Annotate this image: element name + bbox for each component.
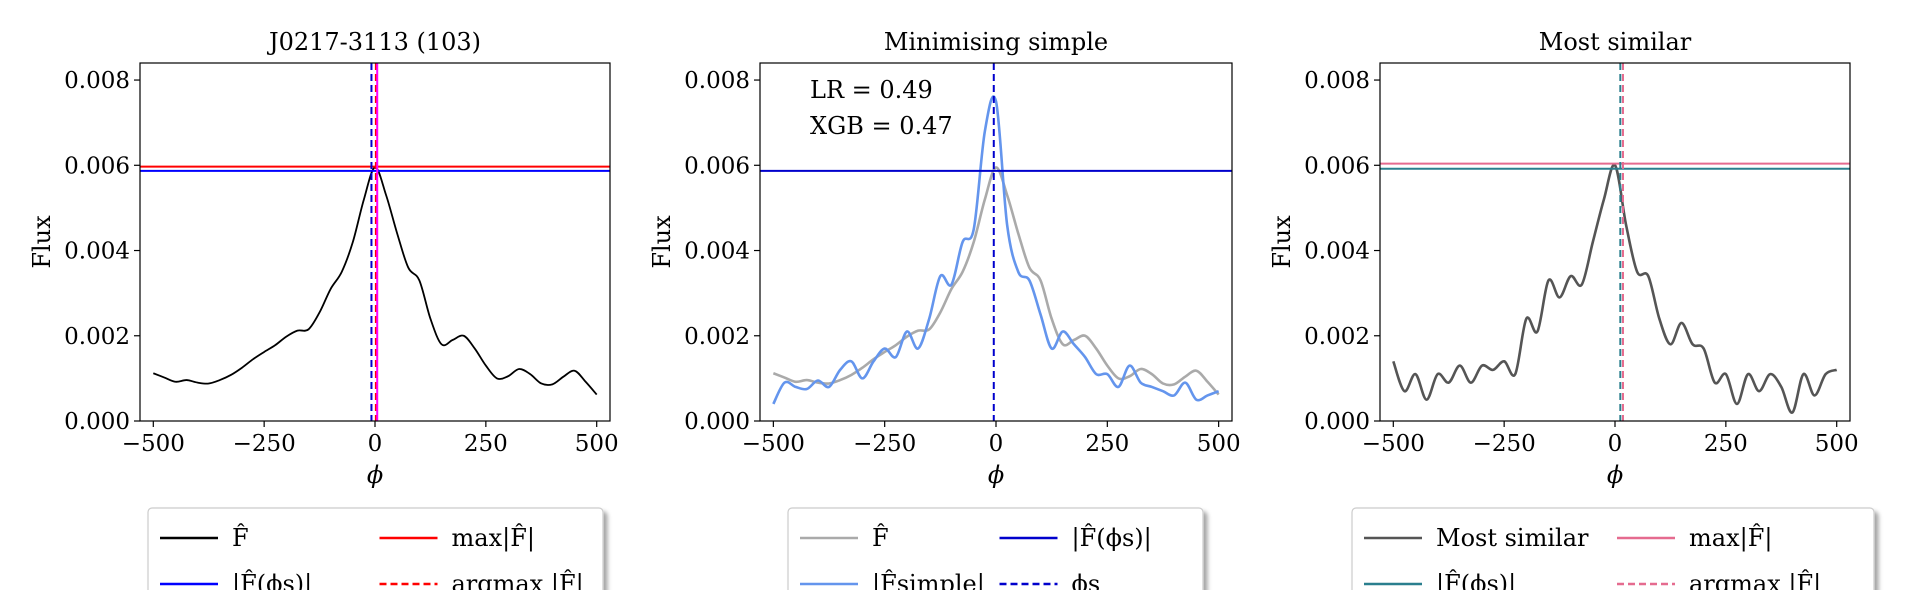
x-tick-label: −250 — [233, 431, 296, 457]
legend-frame — [1351, 507, 1875, 590]
y-tick-label: 0.004 — [1304, 239, 1370, 265]
y-tick-label: 0.000 — [64, 409, 130, 435]
chart-panel-1: −500 −250 0 250 500 0.000 0.002 0.004 0.006 0.008… — [28, 28, 619, 590]
chart-panel-2: −500 −250 0 250 500 0.000 0.002 0.004 0.006 0.008… — [648, 28, 1241, 590]
x-axis-label: ϕ — [988, 461, 1004, 489]
chart-panel-3: −500 −250 0 250 500 0.000 0.002 0.004 0.006 0.008… — [1268, 28, 1875, 590]
annotation-text: XGB = 0.47 — [810, 112, 953, 140]
panel-title: J0217-3113 (103) — [266, 28, 481, 56]
panel-title: Minimising simple — [884, 28, 1108, 56]
plot-area — [760, 63, 1232, 421]
y-tick-label: 0.008 — [1304, 68, 1370, 94]
x-tick-label: 0 — [1608, 431, 1623, 457]
legend-entry-label: argmax |F̂| — [452, 570, 584, 590]
legend: F̂ max|F̂| |F̂(ϕs)| argmax |F̂| — [147, 507, 604, 590]
legend: Most similar max|F̂| |F̂(ϕs)| argmax |F̂| — [1351, 507, 1875, 590]
legend-entry-label: Most similar — [1436, 524, 1589, 552]
y-axis-label: Flux — [1268, 215, 1296, 269]
x-axis-label: ϕ — [367, 461, 383, 489]
x-tick-label: −500 — [1362, 431, 1425, 457]
x-tick-label: 250 — [464, 431, 508, 457]
y-tick-label: 0.006 — [64, 153, 130, 179]
x-tick-label: 0 — [989, 431, 1004, 457]
y-tick-label: 0.008 — [684, 68, 750, 94]
legend-entry-label: |F̂simple| — [872, 570, 985, 590]
y-tick-label: 0.006 — [684, 153, 750, 179]
legend-entry-label: |F̂(ϕs)| — [232, 570, 312, 590]
annotation-text: LR = 0.49 — [810, 76, 933, 104]
x-tick-label: 0 — [368, 431, 383, 457]
x-tick-label: −500 — [122, 431, 185, 457]
y-tick-label: 0.002 — [1304, 324, 1370, 350]
y-tick-label: 0.002 — [684, 324, 750, 350]
y-tick-label: 0.004 — [64, 239, 130, 265]
legend-entry-label: |F̂(ϕs)| — [1072, 524, 1152, 553]
y-axis-label: Flux — [28, 215, 56, 269]
series-line-2 — [772, 95, 1220, 405]
legend-entry-label: ϕs — [1072, 570, 1101, 590]
x-tick-label: −250 — [853, 431, 916, 457]
legend: F̂ |F̂(ϕs)| |F̂simple| ϕs — [787, 507, 1204, 590]
legend-entry-label: F̂ — [232, 524, 249, 552]
y-tick-label: 0.006 — [1304, 153, 1370, 179]
legend-frame — [147, 507, 604, 590]
x-tick-label: 500 — [1815, 431, 1859, 457]
series-line-1 — [772, 166, 1220, 396]
legend-entry-label: |F̂(ϕs)| — [1436, 570, 1516, 590]
y-tick-label: 0.004 — [684, 239, 750, 265]
y-axis-label: Flux — [648, 215, 676, 269]
x-tick-label: 250 — [1704, 431, 1748, 457]
x-axis-label: ϕ — [1607, 461, 1623, 489]
legend-entry-label: F̂ — [872, 524, 889, 552]
x-tick-label: −250 — [1473, 431, 1536, 457]
x-tick-label: 500 — [575, 431, 619, 457]
y-tick-label: 0.000 — [1304, 409, 1370, 435]
panel-title: Most similar — [1539, 28, 1692, 56]
y-tick-label: 0.002 — [64, 324, 130, 350]
x-tick-label: −500 — [742, 431, 805, 457]
legend-entry-label: argmax |F̂| — [1689, 570, 1821, 590]
legend-entry-label: max|F̂| — [1689, 524, 1772, 553]
y-tick-label: 0.000 — [684, 409, 750, 435]
plot-area — [140, 63, 610, 421]
y-tick-label: 0.008 — [64, 68, 130, 94]
legend-entry-label: max|F̂| — [452, 524, 535, 553]
legend-frame — [787, 507, 1204, 590]
plot-area — [1380, 63, 1850, 421]
x-tick-label: 250 — [1085, 431, 1129, 457]
axes-frame — [1379, 62, 1851, 422]
x-tick-label: 500 — [1197, 431, 1241, 457]
series-line-1 — [1392, 163, 1838, 414]
